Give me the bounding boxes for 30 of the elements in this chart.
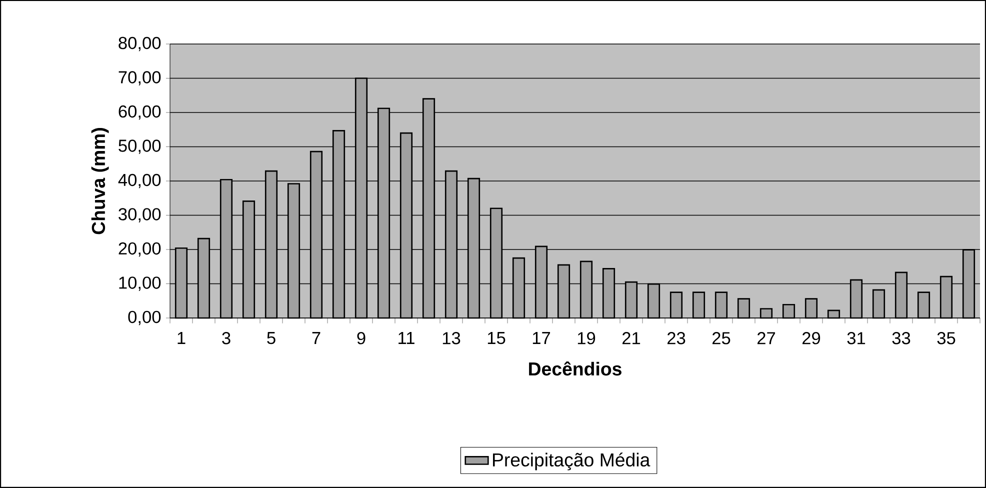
y-tick-label: 30,00 [118,208,161,222]
x-tick-label: 7 [312,332,320,344]
x-axis-title: Decêndios [529,361,622,376]
x-tick-label: 3 [222,332,230,344]
y-tick-label: 50,00 [118,140,161,154]
legend-label: Precipitação Média [493,452,650,470]
x-tick-label: 15 [488,332,506,344]
x-tick-label: 35 [937,332,956,344]
x-tick-label: 21 [622,332,640,344]
x-tick-label: 17 [532,332,550,344]
x-tick-label: 5 [267,332,276,344]
y-tick-label: 10,00 [119,276,161,291]
y-tick-label: 60,00 [118,105,161,120]
x-tick-label: 27 [757,332,776,344]
y-tick-label: 20,00 [118,242,161,257]
x-tick-label: 23 [667,332,686,344]
x-tick-label: 1 [178,332,186,344]
x-tick-label: 19 [578,332,596,344]
x-tick-label: 9 [357,332,366,344]
y-tick-label: 40,00 [118,174,161,188]
x-tick-label: 33 [892,332,910,344]
x-tick-label: 13 [442,332,460,344]
y-axis-title: Chuva (mm) [91,128,109,234]
x-tick-label: 11 [398,332,414,344]
x-tick-label: 25 [712,332,730,344]
x-tick-label: 29 [802,332,820,344]
y-tick-label: 80,00 [118,36,161,52]
x-tick-label: 31 [847,332,866,344]
y-tick-label: 70,00 [118,71,161,86]
y-tick-label: 0,00 [128,310,161,326]
